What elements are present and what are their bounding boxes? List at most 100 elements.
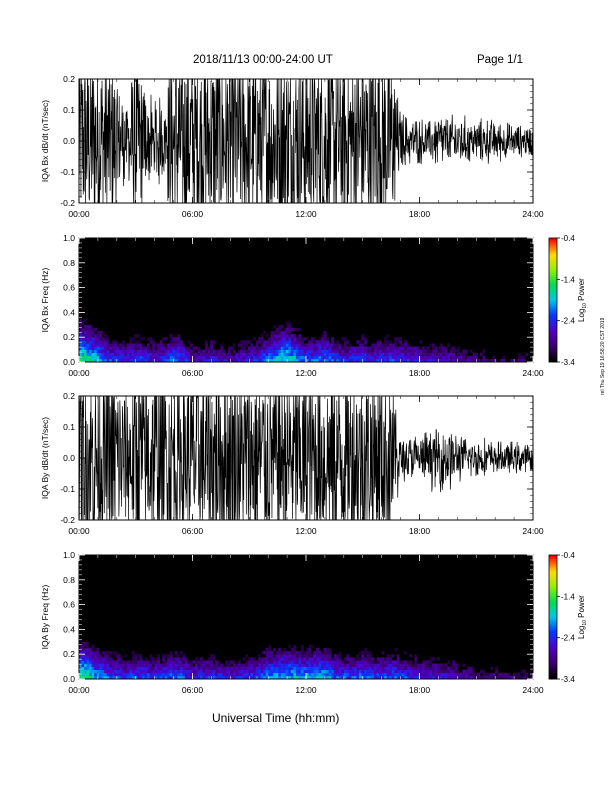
heatmap-cell [482, 355, 486, 360]
heatmap-cell [295, 675, 299, 680]
heatmap-cell [298, 663, 302, 667]
heatmap-cell [154, 355, 158, 360]
heatmap-cell [79, 337, 82, 341]
heatmap-cell [288, 324, 292, 329]
colorbar-cell [549, 561, 557, 564]
heatmap-cell [79, 324, 82, 329]
heatmap-cell [364, 651, 367, 655]
heatmap-cell [129, 343, 133, 347]
heatmap-cell [184, 672, 188, 677]
heatmap-cell [124, 672, 128, 677]
heatmap-cell [137, 663, 140, 667]
heatmap-cell [174, 657, 178, 661]
heatmap-cell [300, 337, 304, 341]
heatmap-cell [432, 358, 435, 363]
heatmap-cell [268, 648, 271, 652]
heatmap-cell [280, 355, 284, 360]
heatmap-cell [285, 666, 289, 670]
heatmap-cell [164, 358, 168, 363]
heatmap-cell [172, 337, 176, 341]
heatmap-cell [280, 663, 284, 667]
heatmap-cell [432, 666, 435, 670]
heatmap-cell [179, 663, 183, 667]
colorbar-cell [549, 269, 557, 272]
heatmap-cell [381, 669, 385, 674]
heatmap-cell [270, 358, 274, 363]
heatmap-cell [449, 346, 453, 350]
colorbar-cell [549, 326, 557, 330]
heatmap-cell [240, 663, 244, 667]
heatmap-cell [210, 669, 213, 674]
heatmap-cell [300, 355, 304, 360]
heatmap-cell [129, 663, 133, 667]
heatmap-cell [432, 657, 435, 661]
heatmap-cell [124, 352, 128, 357]
heatmap-cell [240, 346, 244, 350]
heatmap-cell [197, 660, 201, 664]
heatmap-cell [126, 349, 130, 353]
heatmap-cell [253, 660, 256, 664]
heatmap-cell [439, 675, 443, 680]
heatmap-cell [253, 337, 256, 341]
heatmap-cell [81, 337, 85, 341]
heatmap-cell [280, 660, 284, 664]
heatmap-cell [361, 337, 365, 341]
heatmap-cell [159, 352, 163, 357]
heatmap-cell [409, 663, 413, 667]
heatmap-cell [401, 355, 405, 360]
heatmap-cell [411, 358, 415, 363]
heatmap-cell [351, 669, 355, 674]
heatmap-cell [416, 346, 420, 350]
heatmap-cell [381, 358, 385, 363]
heatmap-cell [81, 660, 85, 664]
heatmap-cell [419, 666, 423, 670]
heatmap-cell [300, 358, 304, 363]
heatmap-cell [346, 666, 350, 670]
heatmap-cell [374, 669, 377, 674]
colorbar-cell [549, 666, 557, 670]
heatmap-cell [391, 355, 395, 360]
heatmap-cell [409, 669, 413, 674]
heatmap-cell [230, 358, 234, 363]
heatmap-cell [255, 343, 259, 347]
heatmap-cell [253, 657, 256, 661]
heatmap-cell [96, 654, 100, 658]
heatmap-cell [401, 669, 405, 674]
heatmap-cell [520, 358, 524, 363]
heatmap-cell [313, 669, 317, 674]
heatmap-cell [439, 343, 443, 347]
heatmap-cell [338, 343, 342, 347]
heatmap-cell [313, 343, 317, 347]
heatmap-cell [273, 358, 277, 363]
heatmap-cell [162, 669, 166, 674]
heatmap-cell [336, 675, 340, 680]
y-tick-label: 0.2 [63, 391, 75, 401]
colorbar-cell [549, 596, 557, 599]
heatmap-cell [91, 358, 95, 363]
colorbar-cell [549, 557, 557, 560]
heatmap-cell [321, 669, 324, 674]
heatmap-cell [149, 349, 153, 353]
heatmap-cell [220, 675, 224, 680]
colorbar-cell [549, 238, 557, 241]
heatmap-cell [449, 672, 453, 677]
heatmap-cell [300, 654, 304, 658]
heatmap-cell [126, 669, 130, 674]
heatmap-cell [381, 660, 385, 664]
heatmap-cell [313, 349, 317, 353]
heatmap-cell [442, 672, 446, 677]
heatmap-cell [91, 654, 95, 658]
heatmap-cell [371, 358, 375, 363]
heatmap-cell [323, 352, 327, 357]
heatmap-cell [240, 672, 244, 677]
y-tick-label: -0.2 [60, 198, 75, 208]
heatmap-cell [250, 666, 254, 670]
heatmap-cell [169, 334, 173, 338]
heatmap-cell [485, 675, 488, 680]
heatmap-cell [177, 337, 181, 341]
heatmap-cell [517, 355, 521, 360]
heatmap-cell [119, 660, 123, 664]
heatmap-cell [331, 675, 335, 680]
heatmap-cell [81, 358, 85, 363]
heatmap-cell [84, 358, 87, 363]
